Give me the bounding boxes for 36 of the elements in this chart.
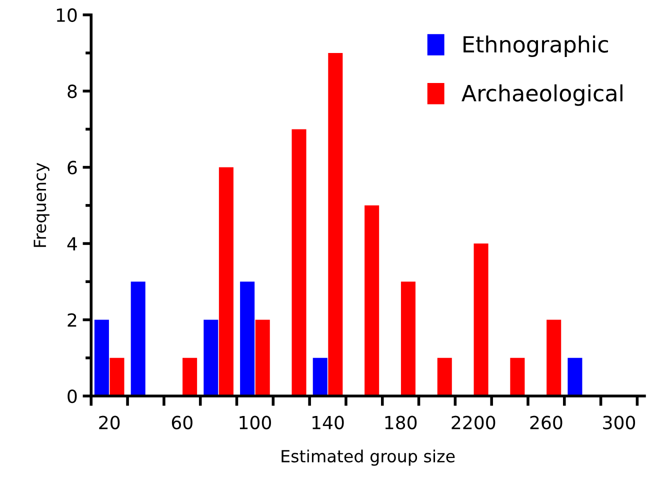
x-tick-label: 100: [240, 416, 271, 430]
x-tick-label: 60: [172, 416, 192, 430]
x-tick-label: 180: [385, 416, 417, 430]
x-tick-label: 140: [312, 416, 344, 430]
bar: [292, 129, 306, 396]
bar: [182, 358, 198, 396]
bar: [218, 167, 234, 396]
y-tick-label: 2: [68, 313, 76, 327]
bar: [255, 320, 270, 396]
x-tick-label: 2200: [452, 416, 496, 430]
bar: [312, 358, 328, 396]
bar: [364, 205, 380, 396]
y-axis-title: Frequency: [34, 162, 50, 247]
x-axis-title: Estimated group size: [282, 450, 455, 466]
x-tick-label: 300: [603, 416, 636, 430]
bar: [400, 282, 416, 396]
bar: [328, 52, 343, 396]
x-tick-label: 20: [99, 416, 120, 430]
y-tick-label: 4: [67, 237, 77, 250]
bar: [546, 320, 562, 396]
y-tick-label: 6: [68, 160, 77, 174]
legend-label: Ethnographic: [464, 36, 608, 58]
bar: [110, 358, 124, 396]
y-tick-label: 0: [68, 389, 77, 404]
bar: [437, 358, 452, 396]
y-tick-label: 8: [68, 84, 77, 98]
legend-label: Archaeological: [462, 84, 622, 106]
bar: [130, 282, 146, 396]
bar: [94, 320, 109, 396]
bar: [474, 244, 488, 396]
bar: [568, 358, 582, 396]
bar: [510, 358, 525, 396]
bar: [204, 320, 218, 396]
y-tick-label: 10: [56, 8, 77, 22]
x-tick-label: 260: [530, 416, 562, 430]
bar: [240, 282, 255, 396]
